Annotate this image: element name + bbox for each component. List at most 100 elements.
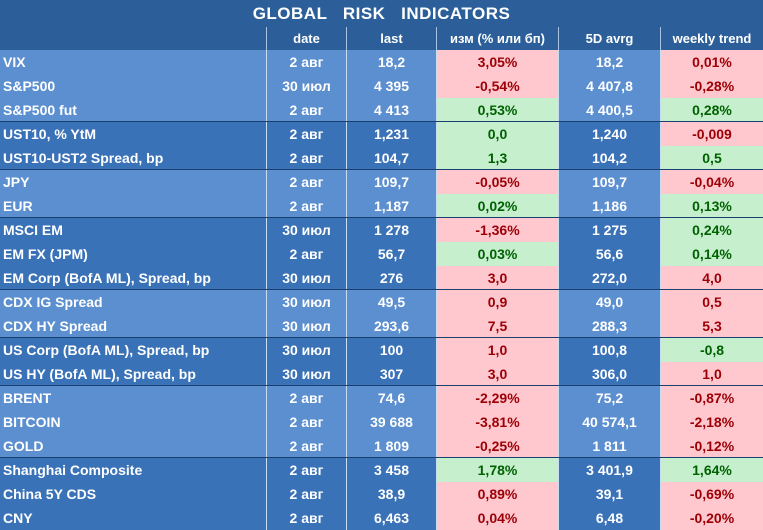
table-row: China 5Y CDS 2 авг 38,9 0,89% 39,1 -0,69% xyxy=(0,482,763,506)
cell-change: 3,05% xyxy=(436,50,558,74)
cell-weekly-trend: 4,0 xyxy=(660,266,763,290)
cell-5d-average: 272,0 xyxy=(558,266,660,290)
cell-weekly-trend: 0,5 xyxy=(660,290,763,314)
cell-last-value: 100 xyxy=(346,338,436,362)
cell-date: 2 авг xyxy=(266,122,346,146)
cell-change: 0,0 xyxy=(436,122,558,146)
cell-5d-average: 1,240 xyxy=(558,122,660,146)
cell-indicator-name: US HY (BofA ML), Spread, bp xyxy=(3,366,196,382)
table-row: S&P500 fut 2 авг 4 413 0,53% 4 400,5 0,28% xyxy=(0,98,763,122)
cell-5d-average: 104,2 xyxy=(558,146,660,170)
table-row: CNY 2 авг 6,463 0,04% 6,48 -0,20% xyxy=(0,506,763,530)
cell-date: 30 июл xyxy=(266,218,346,242)
cell-date: 2 авг xyxy=(266,50,346,74)
table-row: CDX HY Spread 30 июл 293,6 7,5 288,3 5,3 xyxy=(0,314,763,338)
cell-change: 0,9 xyxy=(436,290,558,314)
cell-last-value: 56,7 xyxy=(346,242,436,266)
cell-indicator-name: UST10, % YtM xyxy=(3,126,97,142)
cell-5d-average: 4 407,8 xyxy=(558,74,660,98)
cell-last-value: 74,6 xyxy=(346,386,436,410)
cell-last-value: 18,2 xyxy=(346,50,436,74)
cell-weekly-trend: -0,87% xyxy=(660,386,763,410)
cell-date: 2 авг xyxy=(266,386,346,410)
cell-weekly-trend: -0,28% xyxy=(660,74,763,98)
cell-last-value: 6,463 xyxy=(346,506,436,530)
cell-indicator-name: BITCOIN xyxy=(3,414,61,430)
cell-weekly-trend: -0,009 xyxy=(660,122,763,146)
cell-5d-average: 6,48 xyxy=(558,506,660,530)
cell-weekly-trend: -0,8 xyxy=(660,338,763,362)
cell-5d-average: 1 811 xyxy=(558,434,660,458)
cell-weekly-trend: 0,5 xyxy=(660,146,763,170)
cell-5d-average: 39,1 xyxy=(558,482,660,506)
cell-weekly-trend: 0,14% xyxy=(660,242,763,266)
cell-weekly-trend: 0,01% xyxy=(660,50,763,74)
cell-indicator-name: CDX HY Spread xyxy=(3,318,107,334)
cell-last-value: 1 278 xyxy=(346,218,436,242)
cell-weekly-trend: -0,69% xyxy=(660,482,763,506)
cell-indicator-name: China 5Y CDS xyxy=(3,486,97,502)
column-header-date: date xyxy=(266,27,346,50)
cell-5d-average: 306,0 xyxy=(558,362,660,386)
cell-last-value: 4 395 xyxy=(346,74,436,98)
cell-indicator-name: CDX IG Spread xyxy=(3,294,103,310)
cell-date: 30 июл xyxy=(266,290,346,314)
cell-indicator-name: Shanghai Composite xyxy=(3,462,143,478)
cell-5d-average: 100,8 xyxy=(558,338,660,362)
cell-date: 30 июл xyxy=(266,362,346,386)
cell-change: 1,78% xyxy=(436,458,558,482)
cell-weekly-trend: 1,64% xyxy=(660,458,763,482)
table-row: UST10, % YtM 2 авг 1,231 0,0 1,240 -0,009 xyxy=(0,122,763,146)
cell-last-value: 293,6 xyxy=(346,314,436,338)
cell-date: 2 авг xyxy=(266,482,346,506)
cell-date: 30 июл xyxy=(266,338,346,362)
cell-date: 2 авг xyxy=(266,434,346,458)
cell-5d-average: 56,6 xyxy=(558,242,660,266)
cell-date: 30 июл xyxy=(266,74,346,98)
cell-last-value: 38,9 xyxy=(346,482,436,506)
header-row: date last изм (% или бп) 5D avrg weekly … xyxy=(0,27,763,50)
table-row: EM FX (JPM) 2 авг 56,7 0,03% 56,6 0,14% xyxy=(0,242,763,266)
cell-weekly-trend: -2,18% xyxy=(660,410,763,434)
group-separator xyxy=(0,217,763,218)
cell-change: 1,3 xyxy=(436,146,558,170)
table-row: US HY (BofA ML), Spread, bp 30 июл 307 3,0 3… xyxy=(0,362,763,386)
cell-last-value: 1,231 xyxy=(346,122,436,146)
cell-indicator-name: S&P500 fut xyxy=(3,102,77,118)
group-separator xyxy=(0,457,763,458)
cell-last-value: 1 809 xyxy=(346,434,436,458)
column-header-change: изм (% или бп) xyxy=(436,27,558,50)
cell-indicator-name: S&P500 xyxy=(3,78,56,94)
cell-indicator-name: US Corp (BofA ML), Spread, bp xyxy=(3,342,210,358)
cell-5d-average: 1,186 xyxy=(558,194,660,218)
group-separator xyxy=(0,169,763,170)
cell-last-value: 276 xyxy=(346,266,436,290)
table-row: BRENT 2 авг 74,6 -2,29% 75,2 -0,87% xyxy=(0,386,763,410)
cell-5d-average: 109,7 xyxy=(558,170,660,194)
cell-indicator-name: BRENT xyxy=(3,390,52,406)
cell-indicator-name: EM FX (JPM) xyxy=(3,246,88,262)
cell-indicator-name: CNY xyxy=(3,510,33,526)
cell-date: 30 июл xyxy=(266,314,346,338)
cell-last-value: 307 xyxy=(346,362,436,386)
column-header-5d-avg: 5D avrg xyxy=(558,27,660,50)
column-header-last: last xyxy=(346,27,436,50)
table-row: EUR 2 авг 1,187 0,02% 1,186 0,13% xyxy=(0,194,763,218)
cell-date: 2 авг xyxy=(266,458,346,482)
table-row: MSCI EM 30 июл 1 278 -1,36% 1 275 0,24% xyxy=(0,218,763,242)
table-row: VIX 2 авг 18,2 3,05% 18,2 0,01% xyxy=(0,50,763,74)
cell-change: -0,54% xyxy=(436,74,558,98)
cell-5d-average: 4 400,5 xyxy=(558,98,660,122)
cell-last-value: 104,7 xyxy=(346,146,436,170)
cell-weekly-trend: -0,04% xyxy=(660,170,763,194)
cell-5d-average: 18,2 xyxy=(558,50,660,74)
table-row: BITCOIN 2 авг 39 688 -3,81% 40 574,1 -2,18% xyxy=(0,410,763,434)
cell-5d-average: 288,3 xyxy=(558,314,660,338)
table-row: CDX IG Spread 30 июл 49,5 0,9 49,0 0,5 xyxy=(0,290,763,314)
cell-last-value: 1,187 xyxy=(346,194,436,218)
cell-weekly-trend: 0,28% xyxy=(660,98,763,122)
cell-weekly-trend: 0,24% xyxy=(660,218,763,242)
cell-change: -3,81% xyxy=(436,410,558,434)
cell-last-value: 39 688 xyxy=(346,410,436,434)
group-separator xyxy=(0,337,763,338)
